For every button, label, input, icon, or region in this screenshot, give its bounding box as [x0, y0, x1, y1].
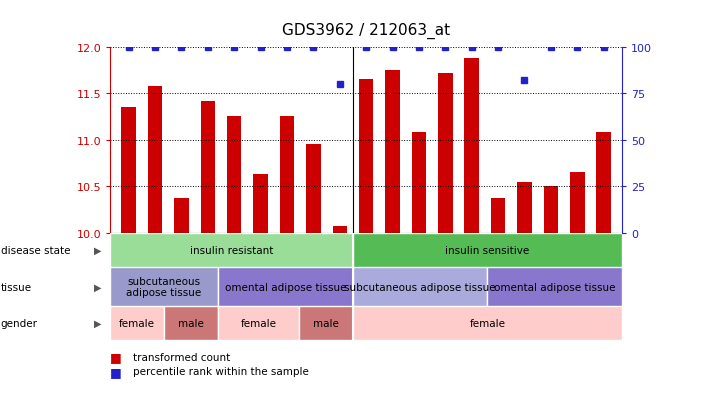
Text: ▶: ▶: [94, 318, 101, 328]
Bar: [253, 175, 268, 233]
Bar: [110, 233, 353, 267]
Bar: [299, 306, 353, 340]
Bar: [218, 267, 353, 306]
Bar: [385, 71, 400, 233]
Bar: [517, 182, 532, 233]
Bar: [491, 198, 506, 233]
Bar: [110, 306, 164, 340]
Text: ■: ■: [110, 365, 122, 378]
Text: tissue: tissue: [1, 282, 32, 292]
Text: ■: ■: [110, 350, 122, 363]
Text: insulin resistant: insulin resistant: [190, 245, 273, 255]
Bar: [359, 80, 373, 233]
Bar: [148, 87, 162, 233]
Bar: [488, 267, 622, 306]
Text: male: male: [313, 318, 338, 328]
Bar: [279, 117, 294, 233]
Bar: [164, 306, 218, 340]
Bar: [597, 133, 611, 233]
Text: transformed count: transformed count: [133, 352, 230, 362]
Bar: [438, 74, 453, 233]
Bar: [464, 59, 479, 233]
Bar: [174, 198, 188, 233]
Bar: [201, 102, 215, 233]
Text: omental adipose tissue: omental adipose tissue: [225, 282, 346, 292]
Bar: [412, 133, 426, 233]
Bar: [353, 267, 488, 306]
Bar: [544, 187, 558, 233]
Text: GDS3962 / 212063_at: GDS3962 / 212063_at: [282, 23, 450, 39]
Text: ▶: ▶: [94, 245, 101, 255]
Text: female: female: [119, 318, 155, 328]
Bar: [306, 145, 321, 233]
Text: female: female: [469, 318, 506, 328]
Bar: [218, 306, 299, 340]
Text: insulin sensitive: insulin sensitive: [445, 245, 530, 255]
Bar: [353, 306, 622, 340]
Text: gender: gender: [1, 318, 38, 328]
Text: subcutaneous adipose tissue: subcutaneous adipose tissue: [344, 282, 496, 292]
Text: omental adipose tissue: omental adipose tissue: [494, 282, 616, 292]
Text: percentile rank within the sample: percentile rank within the sample: [133, 366, 309, 376]
Text: male: male: [178, 318, 204, 328]
Bar: [570, 173, 584, 233]
Bar: [353, 233, 622, 267]
Text: ▶: ▶: [94, 282, 101, 292]
Text: female: female: [240, 318, 277, 328]
Text: subcutaneous
adipose tissue: subcutaneous adipose tissue: [127, 276, 202, 298]
Bar: [227, 117, 242, 233]
Text: disease state: disease state: [1, 245, 70, 255]
Bar: [110, 267, 218, 306]
Bar: [333, 227, 347, 233]
Bar: [122, 108, 136, 233]
